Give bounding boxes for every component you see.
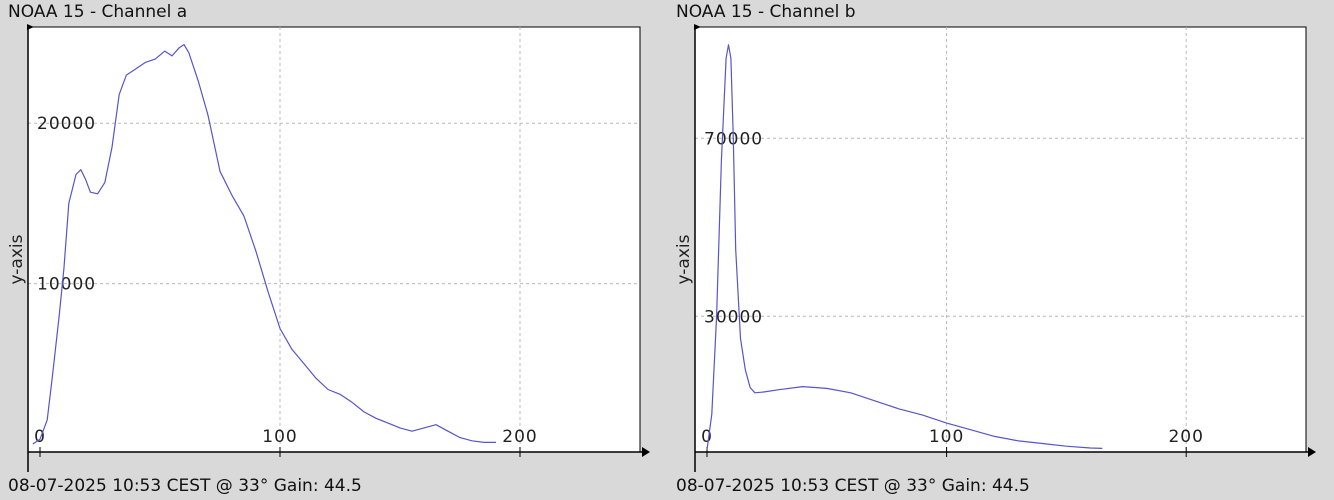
x-tick-label: 100 <box>929 427 964 447</box>
y-tick-label: 10000 <box>37 275 96 295</box>
y-axis-arrow <box>27 24 34 30</box>
chart-title: NOAA 15 - Channel a <box>8 2 188 22</box>
x-axis-arrow <box>642 447 650 457</box>
plot-area <box>694 26 1307 453</box>
chart-footer: 08-07-2025 10:53 CEST @ 33° Gain: 44.5 <box>8 476 362 496</box>
chart-footer: 08-07-2025 10:53 CEST @ 33° Gain: 44.5 <box>676 476 1030 496</box>
y-tick-label: 20000 <box>37 114 96 134</box>
chart-panel-b: NOAA 15 - Channel b 0 100 200 30000 70000 y-a… <box>667 0 1334 500</box>
y-axis-label: y-axis <box>674 234 694 284</box>
x-axis-arrow <box>1308 447 1316 457</box>
x-tick-label: 200 <box>1168 427 1203 447</box>
chart-title: NOAA 15 - Channel b <box>676 2 856 22</box>
y-tick-label: 30000 <box>704 307 763 327</box>
y-axis-label: y-axis <box>7 234 27 284</box>
chart-panel-a: NOAA 15 - Channel a 0 100 200 10000 20000 y-a… <box>7 2 650 496</box>
y-axis-arrow <box>694 24 701 30</box>
series-line <box>706 44 1103 450</box>
series-line <box>32 43 496 445</box>
x-tick-label: 200 <box>502 427 537 447</box>
x-tick-label: 0 <box>34 427 46 447</box>
chart-a-svg: 0 100 200 10000 20000 y-axis <box>7 24 650 472</box>
x-tick-label: 100 <box>262 427 297 447</box>
x-tick-label: 0 <box>701 427 713 447</box>
plot-area <box>27 26 641 453</box>
